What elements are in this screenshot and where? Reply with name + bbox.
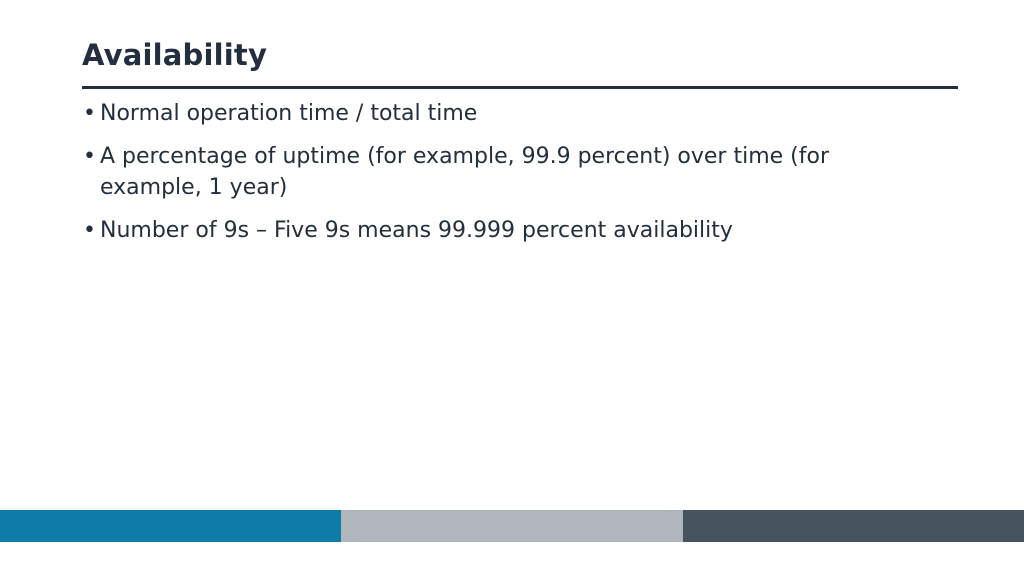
title-underline xyxy=(82,86,958,89)
bullet-text: Normal operation time / total time xyxy=(100,101,478,126)
bullet-item: • Normal operation time / total time xyxy=(82,98,932,129)
bullet-item: • A percentage of uptime (for example, 9… xyxy=(82,141,932,203)
bullet-text: Number of 9s – Five 9s means 99.999 perc… xyxy=(100,218,733,243)
bullet-marker: • xyxy=(83,144,96,169)
bullet-marker: • xyxy=(83,218,96,243)
bullet-item: • Number of 9s – Five 9s means 99.999 pe… xyxy=(82,215,932,246)
bullet-text: A percentage of uptime (for example, 99.… xyxy=(100,144,829,200)
footer-segment-right xyxy=(682,510,1024,542)
footer-segment-left xyxy=(0,510,342,542)
footer-color-bar xyxy=(0,510,1024,542)
slide-title: Availability xyxy=(82,38,268,72)
footer-segment-middle xyxy=(341,510,683,542)
bullet-marker: • xyxy=(83,101,96,126)
bullet-list: • Normal operation time / total time • A… xyxy=(82,98,932,258)
